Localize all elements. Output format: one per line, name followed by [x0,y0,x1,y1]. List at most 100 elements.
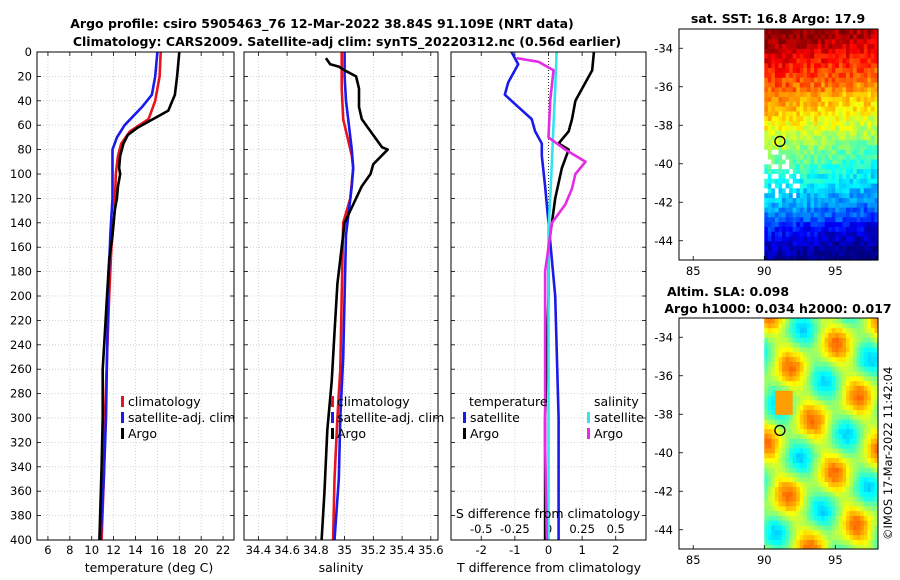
map-cell [806,433,812,439]
map-cell [835,524,840,531]
map-cell [799,409,804,415]
map-cell [838,380,844,386]
map-cell [842,361,847,367]
map-cell [821,428,826,435]
map-cell [863,216,868,223]
map-cell [821,149,826,155]
map-cell [863,385,868,391]
map-cell [782,414,787,420]
map-cell [824,395,829,401]
map-cell [778,202,783,208]
map-cell [792,130,797,136]
map-cell [799,62,804,69]
map-cell [853,404,858,411]
map-cell [792,332,797,338]
map-cell [767,125,772,131]
map-cell [821,356,826,362]
map-cell [796,130,801,136]
map-cell [782,472,787,478]
map-cell [831,57,836,64]
map-cell [764,337,769,343]
map-cell [782,48,787,54]
map-cell [799,486,804,492]
map-cell [853,81,858,88]
map-cell [867,226,872,232]
map-cell [821,144,826,150]
map-cell [821,515,826,521]
map-cell [874,428,879,435]
map-cell [842,183,847,189]
map-cell [789,149,794,155]
map-cell [817,154,822,160]
map-cell [835,163,840,170]
map-cell [835,472,840,478]
map-cell [821,351,826,358]
map-cell [792,202,797,208]
map-cell [856,81,861,88]
legend-swatch-temp-argo [463,428,466,439]
map-cell [803,491,808,497]
map-cell [817,202,822,208]
map-cell [842,67,847,73]
map-cell [782,356,787,362]
map-cell [806,356,812,362]
map-cell [810,101,815,107]
map-cell [863,81,868,88]
map-cell [867,235,872,242]
map-cell [789,144,794,150]
map-cell [789,197,794,203]
map-cell [863,399,868,406]
map-cell [842,231,847,237]
map-cell [867,438,872,444]
map-cell [831,491,836,497]
map-cell [785,106,790,112]
map-cell [817,231,822,237]
map-cell [785,139,790,146]
map-cell [856,245,861,251]
map-cell [849,476,854,483]
map-cell [846,496,851,502]
map-cell [796,255,801,261]
map-cell [796,510,801,516]
map-cell [806,366,812,372]
legend-swatch-sal-satellite [587,412,590,423]
map-cell [874,356,879,362]
map-cell [817,476,822,483]
map-cell [806,62,812,69]
map-cell [806,77,812,83]
map-cell [853,139,858,146]
map-cell [806,91,812,97]
map-cell [842,235,847,242]
map-cell [810,149,815,155]
map-cell [778,255,783,261]
map-cell [774,202,780,208]
map-cell [799,327,804,334]
map-cell [796,395,801,401]
map-cell [831,29,836,35]
map-cell [785,130,790,136]
map-cell [810,144,815,150]
map-cell [821,221,826,227]
map-cell [867,370,872,377]
map-cell [842,419,847,425]
map-cell [846,423,851,430]
map-cell [860,342,865,348]
x-tick-label: 34.4 [246,543,272,557]
map-cell [817,327,822,334]
map-cell [785,529,790,536]
map-cell [835,414,840,420]
map-cell [874,130,879,136]
map-cell [799,178,804,184]
map-cell [785,235,790,242]
map-cell [870,81,876,88]
map-cell [863,433,868,439]
map-cell [803,390,808,396]
map-cell [814,318,819,324]
map-cell [853,452,858,459]
map-cell [846,245,851,251]
map-cell [842,226,847,232]
map-cell [764,202,769,208]
map-cell [874,235,879,242]
map-cell [849,370,854,377]
map-cell [870,110,876,117]
